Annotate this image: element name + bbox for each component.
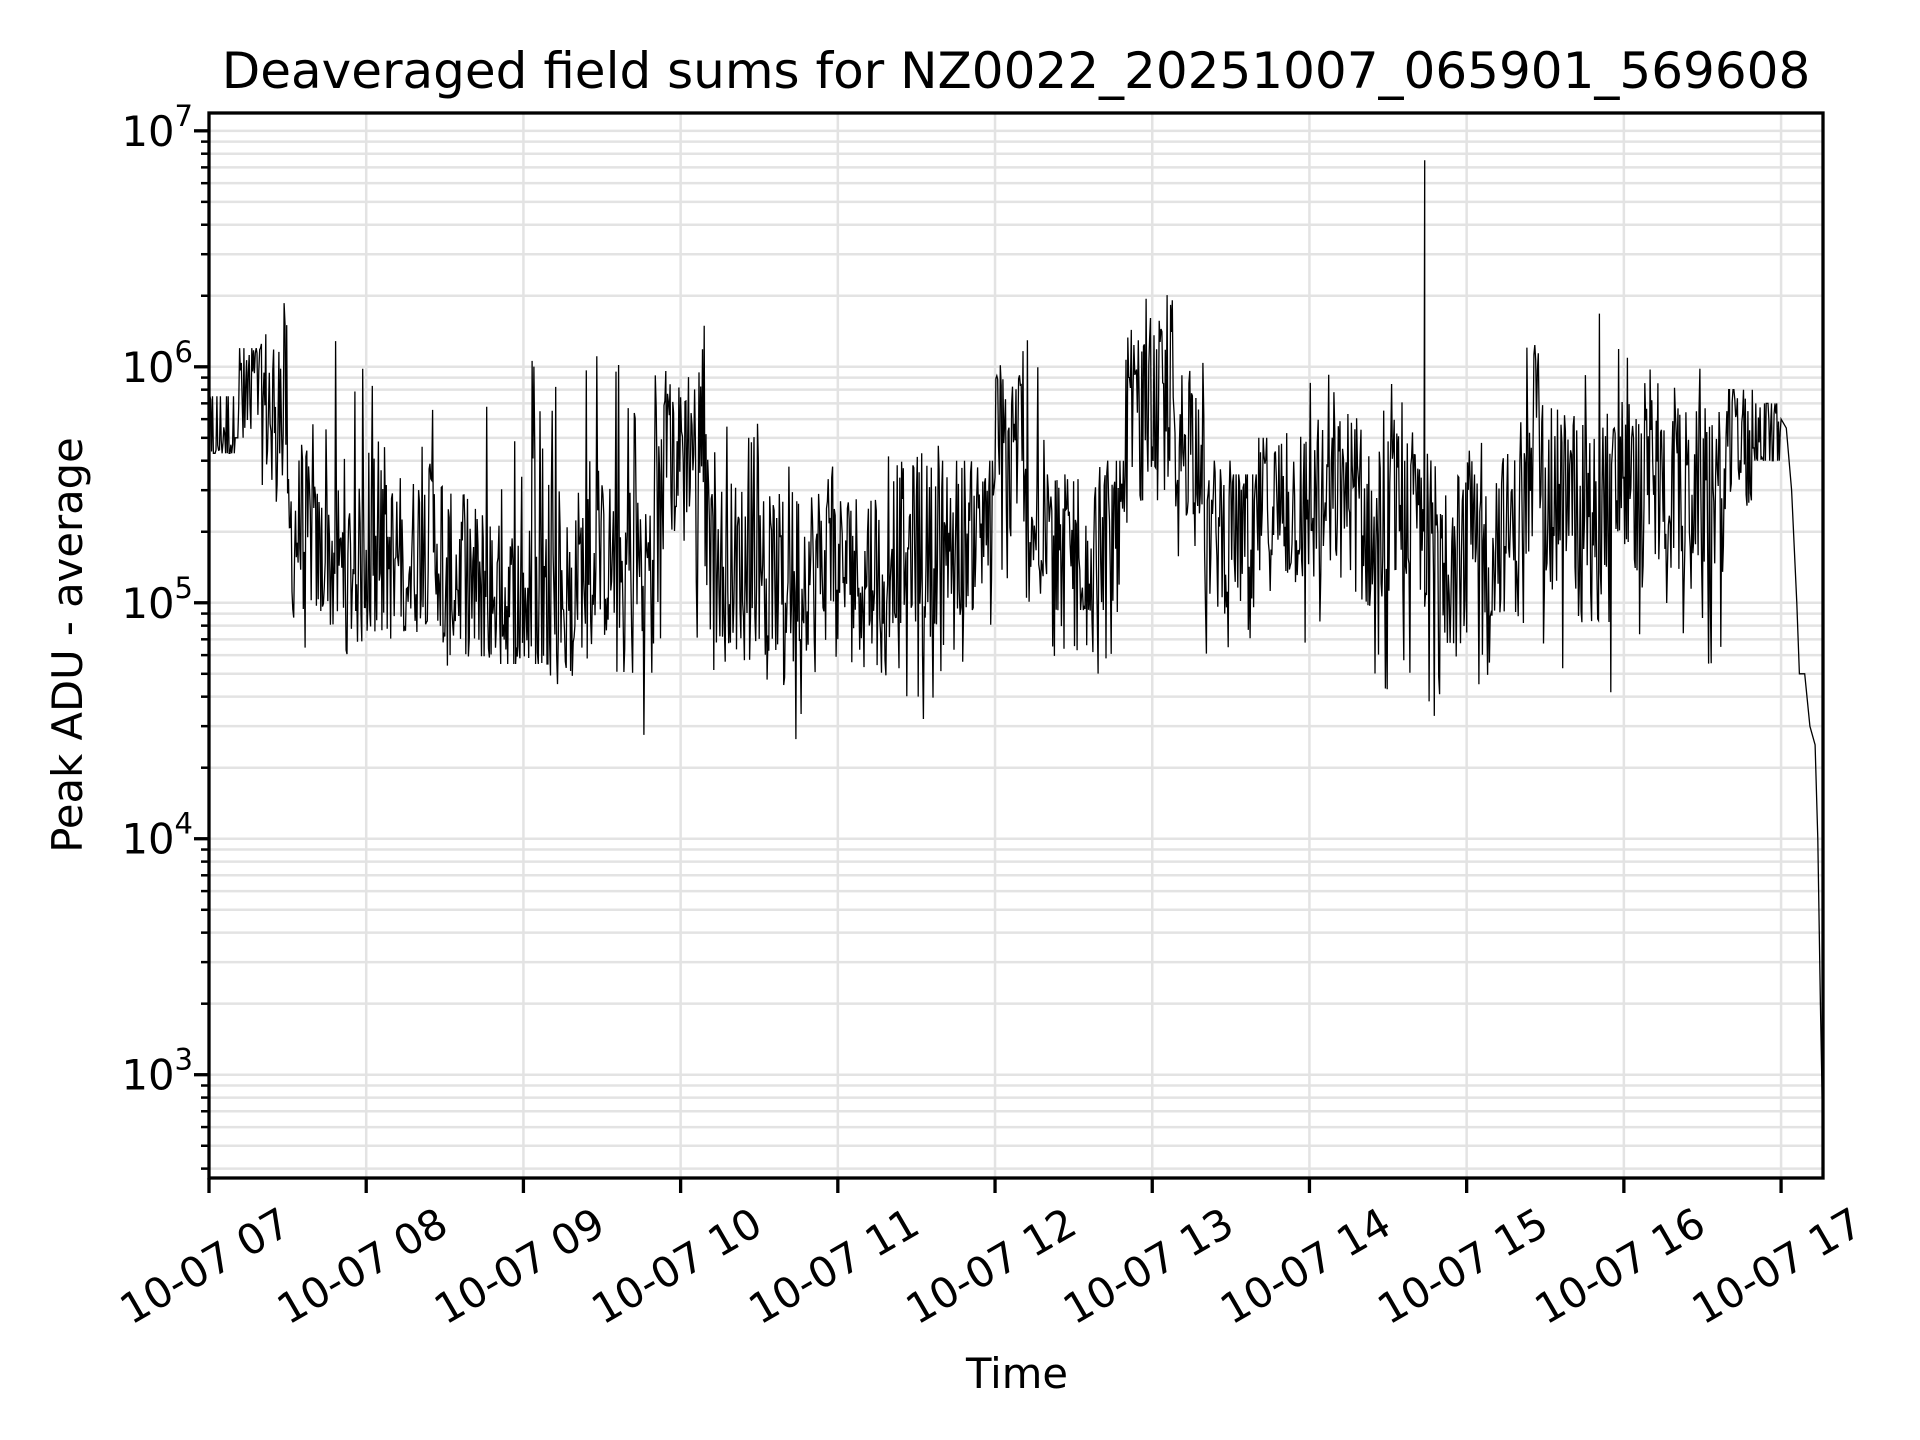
x-axis-label: Time xyxy=(965,1349,1068,1398)
y-tick-base: 10 xyxy=(122,579,175,628)
y-axis-label: Peak ADU - average xyxy=(43,437,92,853)
axes-frame xyxy=(207,111,1825,1180)
grid xyxy=(207,113,1823,1178)
y-tick-base: 10 xyxy=(122,815,175,864)
y-tick-base: 10 xyxy=(122,107,175,156)
chart-title: Deaveraged field sums for NZ0022_2025100… xyxy=(222,42,1811,100)
y-tick-label: 106 xyxy=(122,335,194,392)
y-tick-exponent: 3 xyxy=(175,1043,193,1077)
y-tick-label: 105 xyxy=(122,571,194,628)
y-tick-base: 10 xyxy=(122,1051,175,1100)
y-tick-exponent: 4 xyxy=(175,807,193,841)
y-tick-label: 107 xyxy=(122,99,194,156)
series-line xyxy=(208,160,1824,1146)
y-tick-label: 104 xyxy=(122,807,194,864)
y-tick-exponent: 7 xyxy=(175,99,193,133)
y-tick-exponent: 6 xyxy=(175,335,193,369)
y-tick-base: 10 xyxy=(122,343,175,392)
y-tick-label: 103 xyxy=(122,1043,194,1100)
y-tick-exponent: 5 xyxy=(175,571,193,605)
plot-area xyxy=(208,160,1824,1146)
